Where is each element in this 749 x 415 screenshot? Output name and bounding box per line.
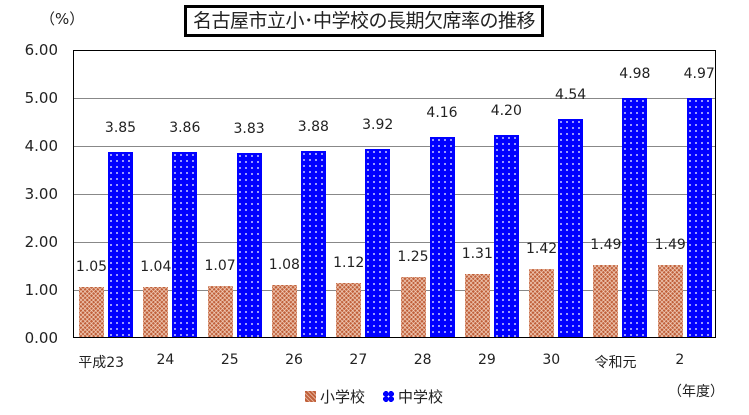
data-label: 3.86 [169, 119, 201, 136]
bar-elementary [464, 274, 490, 337]
data-label: 1.25 [397, 249, 429, 265]
x-tick-label: 平成23 [78, 355, 125, 371]
data-label: 4.98 [619, 65, 651, 82]
bar-elementary [143, 287, 169, 337]
data-label: 1.49 [654, 237, 686, 254]
y-tick-label: 4.00 [24, 137, 58, 155]
gridline [74, 241, 715, 243]
x-tick-label: 25 [220, 352, 239, 368]
x-axis-unit-label: （年度） [668, 384, 724, 400]
x-tick-label: 27 [349, 352, 368, 368]
data-label: 3.83 [233, 121, 265, 138]
gridline [74, 193, 715, 195]
bar-elementary [657, 265, 683, 337]
bar-junior-high [300, 150, 326, 337]
bar-elementary [529, 268, 555, 337]
x-tick-label: 令和元 [594, 355, 637, 371]
data-label: 1.12 [333, 255, 365, 272]
x-tick-label: 24 [156, 352, 175, 368]
y-tick-label: 3.00 [24, 185, 58, 203]
x-tick-label: 28 [413, 352, 432, 368]
bar-junior-high [365, 148, 391, 337]
bar-junior-high [493, 135, 519, 337]
bar-junior-high [108, 152, 133, 337]
legend-label: 小学校 [320, 388, 366, 406]
data-label: 3.85 [104, 120, 137, 137]
data-label: 1.08 [268, 257, 300, 274]
data-label: 4.97 [683, 66, 715, 83]
bar-junior-high [558, 119, 584, 337]
legend-item-elementary: 小学校 [305, 386, 365, 407]
data-label: 1.42 [526, 240, 558, 257]
legend: 小学校 中学校 [305, 386, 443, 407]
x-tick-label: 30 [542, 352, 561, 368]
y-tick-label: 6.00 [24, 41, 58, 59]
x-tick-label: 26 [285, 352, 303, 368]
data-label: 1.04 [140, 259, 172, 276]
gridline [74, 289, 715, 291]
chart-title: 名古屋市立小･中学校の長期欠席率の推移 [184, 5, 545, 37]
y-tick-label: 2.00 [24, 233, 58, 251]
bar-junior-high [686, 98, 712, 337]
gridline [74, 145, 715, 147]
bar-elementary [336, 283, 362, 337]
data-label: 1.07 [204, 257, 236, 274]
bar-elementary [207, 285, 233, 337]
legend-label: 中学校 [398, 388, 444, 406]
data-label: 4.20 [490, 103, 522, 120]
x-tick-label: 2 [675, 352, 685, 368]
data-label: 3.92 [362, 116, 394, 133]
bar-elementary [593, 265, 619, 337]
bar-junior-high [236, 153, 262, 337]
data-label: 4.54 [555, 87, 587, 104]
bar-elementary [400, 277, 426, 337]
data-label: 1.49 [590, 237, 622, 254]
plot-area: 1.05 3.85 1.04 3.86 1.07 3.83 1.08 3.88 1.12 3.92… [73, 50, 716, 338]
legend-swatch-elementary [305, 391, 316, 402]
bar-elementary [271, 285, 297, 337]
bar-elementary [79, 286, 104, 337]
x-tick-label: 29 [478, 352, 496, 368]
data-label: 4.16 [426, 105, 458, 122]
y-tick-label: 1.00 [24, 281, 58, 299]
legend-swatch-junior-high [383, 391, 395, 402]
bar-junior-high [429, 137, 455, 337]
y-tick-label: 0.00 [24, 329, 58, 347]
data-label: 3.88 [297, 118, 329, 135]
data-label: 1.05 [75, 258, 108, 275]
gridline [74, 97, 715, 99]
bar-junior-high [172, 151, 198, 337]
bar-junior-high [622, 97, 648, 337]
legend-item-junior-high: 中学校 [383, 386, 443, 407]
y-axis-unit-label: （%） [40, 10, 85, 28]
data-label: 1.31 [461, 246, 493, 263]
y-tick-label: 5.00 [24, 89, 58, 107]
